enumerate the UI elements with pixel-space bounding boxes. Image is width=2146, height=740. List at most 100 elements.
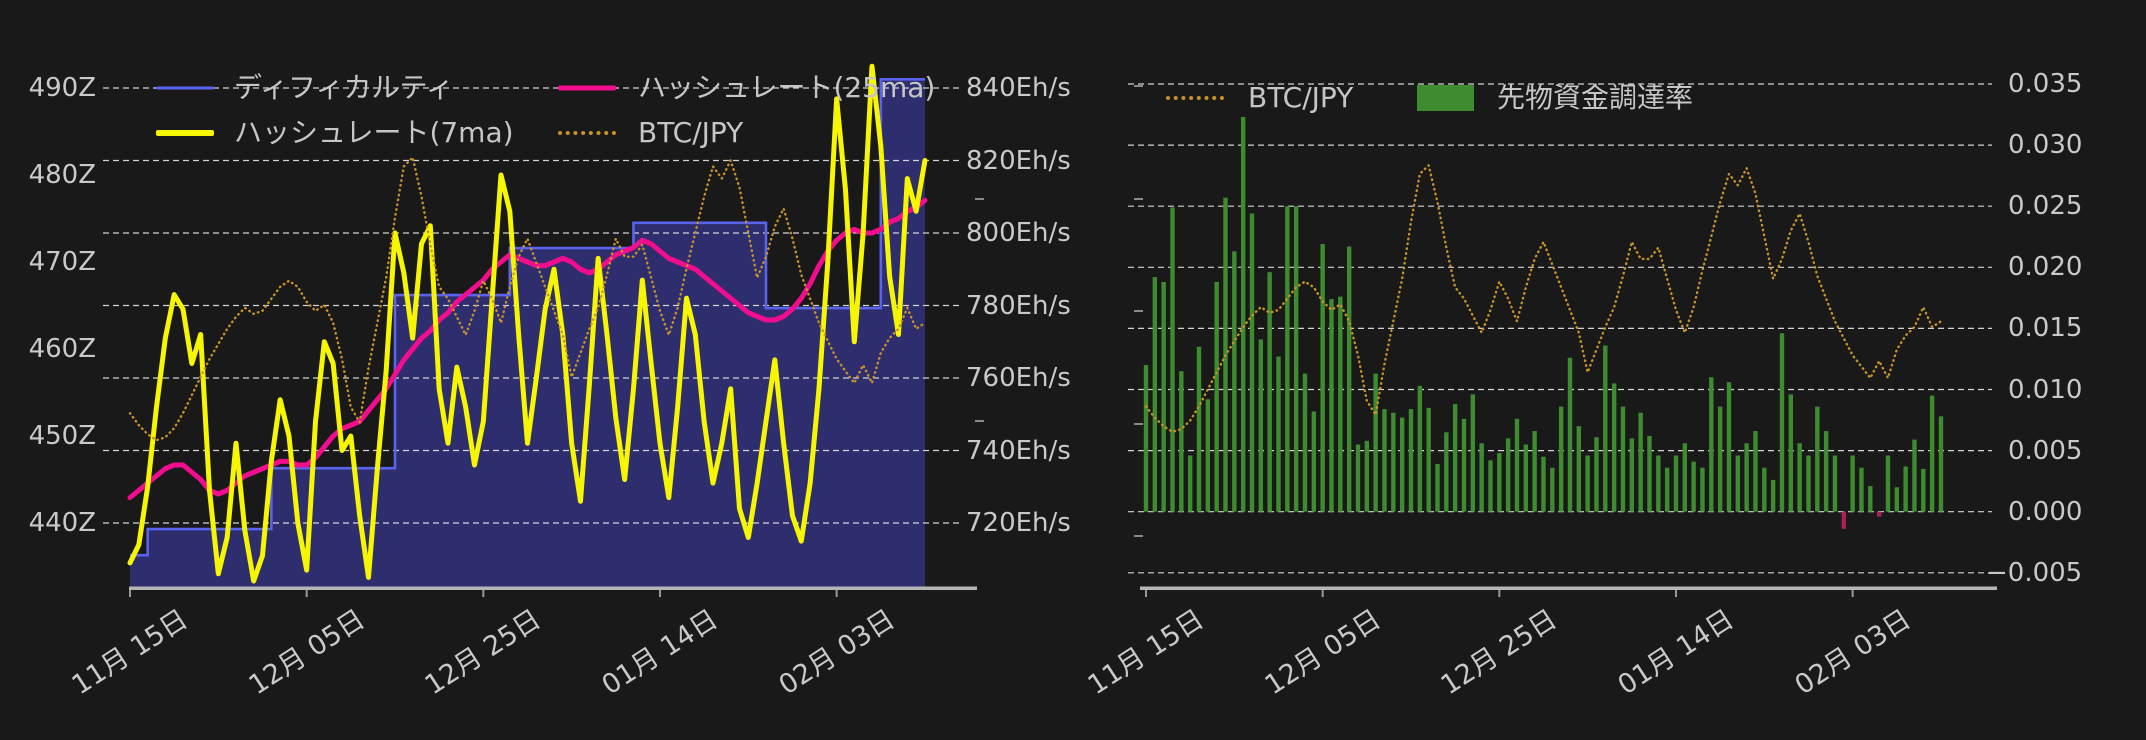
funding-bar <box>1355 444 1361 512</box>
funding-bar <box>1717 406 1723 512</box>
funding-bar <box>1594 437 1599 512</box>
funding-bar <box>1682 443 1688 512</box>
hashrate-tick-label: 740Eh/s <box>966 435 1071 466</box>
funding-bar <box>1302 373 1308 512</box>
funding-bar <box>1629 438 1635 512</box>
hashrate-7ma-legend-swatch <box>156 130 214 136</box>
difficulty-tick-label: 460Z <box>28 334 96 364</box>
funding-bar <box>1762 467 1767 512</box>
x-tick <box>1498 590 1501 597</box>
x-axis-left <box>129 586 977 590</box>
funding-bar <box>1497 453 1502 512</box>
hashrate-25ma-legend-swatch <box>558 85 616 91</box>
funding-bar <box>1249 213 1255 512</box>
hashrate-tick-label: 800Eh/s <box>966 218 1071 248</box>
funding-bar <box>1850 455 1855 512</box>
funding-rate-legend-swatch <box>1417 85 1474 111</box>
funding-tick-label: 0.005 <box>2008 435 2083 466</box>
funding-bar <box>1293 206 1299 512</box>
funding-bar <box>1161 281 1166 512</box>
funding-bar <box>1903 466 1908 512</box>
btcjpy-legend-swatch <box>558 131 616 135</box>
btcjpy-line-left <box>128 156 927 442</box>
funding-bar <box>1938 416 1944 512</box>
funding-bar <box>1523 444 1529 512</box>
funding-bar <box>1885 455 1891 512</box>
btcjpy-line-right <box>1144 164 1943 434</box>
x-axis-right <box>1140 586 1997 590</box>
funding-bar <box>1152 277 1158 512</box>
funding-bar <box>1576 426 1582 512</box>
difficulty-tick-label: 440Z <box>28 508 96 538</box>
funding-bar <box>1868 486 1873 512</box>
funding-bar <box>1187 455 1193 512</box>
funding-bar <box>1788 394 1794 512</box>
x-tick <box>305 590 308 597</box>
funding-bar <box>1735 455 1741 512</box>
minor-tick <box>975 198 984 200</box>
x-tick <box>658 590 661 597</box>
hashrate-tick-label: 840Eh/s <box>966 73 1071 103</box>
funding-bar <box>1770 479 1776 512</box>
funding-bar <box>1426 407 1431 512</box>
funding-tick-label: 0.030 <box>2008 130 2083 161</box>
difficulty-tick-label: 450Z <box>28 421 96 451</box>
funding-bar <box>1603 345 1608 512</box>
funding-bar <box>1470 394 1476 512</box>
funding-bar <box>1647 435 1652 512</box>
funding-bar <box>1240 116 1246 512</box>
hashrate-tick-label: 820Eh/s <box>966 145 1071 176</box>
x-tick <box>1321 590 1324 597</box>
funding-bar <box>1611 383 1617 512</box>
hashrate-25ma-line <box>127 197 928 501</box>
funding-bar <box>1479 443 1484 512</box>
funding-bar <box>1505 438 1511 512</box>
funding-bar <box>1276 356 1281 512</box>
funding-bar <box>1196 346 1202 512</box>
funding-bar <box>1417 385 1423 512</box>
funding-bar <box>1258 339 1264 512</box>
minor-tick <box>975 420 984 422</box>
funding-bar <box>1373 373 1378 512</box>
funding-bar-negative <box>1841 511 1847 529</box>
funding-bar <box>1744 443 1749 512</box>
x-tick <box>482 590 485 597</box>
funding-bar <box>1550 467 1555 512</box>
funding-bar <box>1656 455 1661 512</box>
funding-bar <box>1444 432 1449 512</box>
difficulty-tick-label: 470Z <box>28 247 96 277</box>
funding-tick-label: −0.005 <box>1986 557 2083 588</box>
funding-bar <box>1232 251 1237 512</box>
funding-bar <box>1929 395 1935 512</box>
funding-bar <box>1921 468 1926 512</box>
funding-bar <box>1673 455 1679 512</box>
funding-bar <box>1285 206 1290 512</box>
minor-tick <box>1134 535 1143 537</box>
funding-tick-label: 0.020 <box>2008 252 2083 283</box>
funding-bar <box>1382 409 1387 512</box>
funding-bar-negative <box>1876 511 1882 517</box>
funding-bar <box>1452 404 1458 512</box>
difficulty-tick-label: 490Z <box>28 73 96 103</box>
funding-rate-legend-label: 先物資金調達率 <box>1497 81 1694 114</box>
btcjpy-legend-label: BTC/JPY <box>638 116 744 149</box>
funding-bar <box>1143 365 1149 512</box>
funding-bar <box>1391 412 1396 512</box>
btcjpy-legend-swatch-right <box>1166 96 1224 100</box>
funding-bar <box>1399 417 1405 512</box>
funding-bar <box>1859 467 1864 512</box>
funding-tick-label: 0.010 <box>2008 374 2083 405</box>
btcjpy-legend-label-right: BTC/JPY <box>1248 81 1354 114</box>
funding-bar <box>1267 272 1272 512</box>
funding-bar <box>1894 487 1900 512</box>
difficulty-tick-label: 480Z <box>28 160 96 190</box>
difficulty-legend-swatch <box>156 86 214 90</box>
funding-bar <box>1700 467 1705 512</box>
x-tick <box>835 590 838 597</box>
minor-tick <box>1134 198 1143 200</box>
funding-bar <box>1514 418 1520 512</box>
funding-bar <box>1709 377 1714 512</box>
funding-bar <box>1558 406 1564 512</box>
funding-bar <box>1461 418 1467 512</box>
